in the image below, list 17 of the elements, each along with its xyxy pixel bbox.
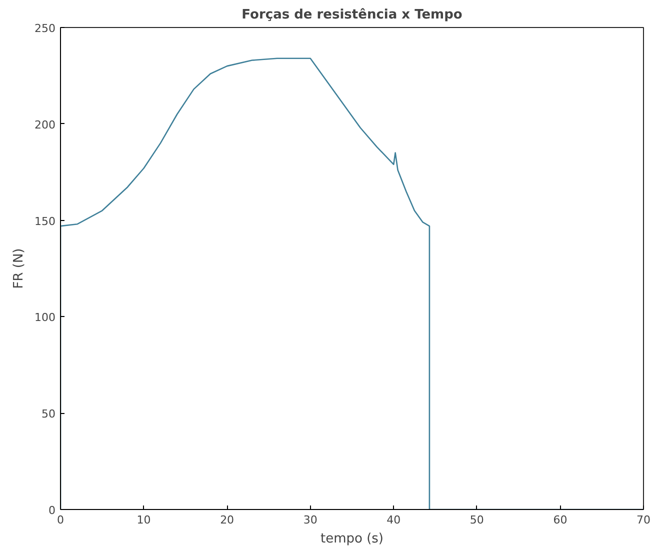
x-tick-label: 30: [303, 514, 318, 526]
y-tick-label: 0: [48, 504, 56, 517]
chart-title: Forças de resistência x Tempo: [242, 8, 462, 22]
x-tick-label: 70: [636, 514, 650, 526]
y-tick-label: 250: [34, 22, 56, 35]
x-tick-label: 60: [553, 514, 568, 526]
x-axis-title: tempo (s): [320, 532, 384, 546]
x-tick-label: 0: [57, 514, 64, 526]
y-tick-label: 150: [34, 214, 56, 228]
y-tick-label: 200: [34, 118, 56, 132]
y-tick-label: 100: [34, 311, 56, 324]
y-axis-title: FR (N): [12, 248, 27, 289]
x-tick-label: 40: [386, 514, 401, 526]
x-tick-label: 50: [470, 514, 484, 526]
y-tick-label: 50: [42, 408, 56, 421]
x-tick-label: 10: [136, 514, 151, 526]
x-tick-label: 20: [220, 514, 234, 526]
